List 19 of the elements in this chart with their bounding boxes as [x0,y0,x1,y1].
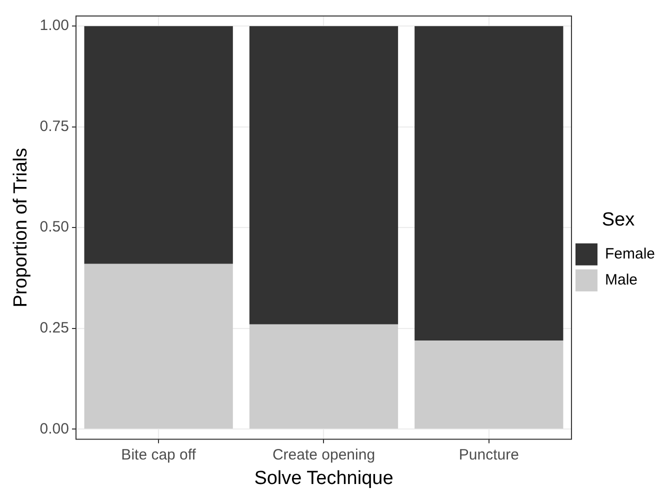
bar [249,26,398,324]
legend-title: Sex [602,209,636,230]
bar [84,26,233,264]
y-tick-label: 0.00 [40,420,69,438]
bar [249,324,398,429]
bar [414,340,564,429]
x-tick-label: Puncture [458,446,519,464]
legend-label: Male [604,272,638,289]
x-tick-label: Bite cap off [121,446,197,464]
y-tick-label: 0.50 [40,218,69,236]
x-tick-label: Create opening [272,446,376,464]
y-axis-title: Proportion of Trials [10,148,32,308]
bar [84,264,233,429]
x-axis-title: Solve Technique [254,468,394,489]
y-tick-label: 0.25 [40,320,69,337]
bar [414,26,564,340]
y-tick-label: 1.00 [40,17,69,34]
y-tick-label: 0.75 [40,118,69,135]
legend-label: Female [604,246,656,263]
